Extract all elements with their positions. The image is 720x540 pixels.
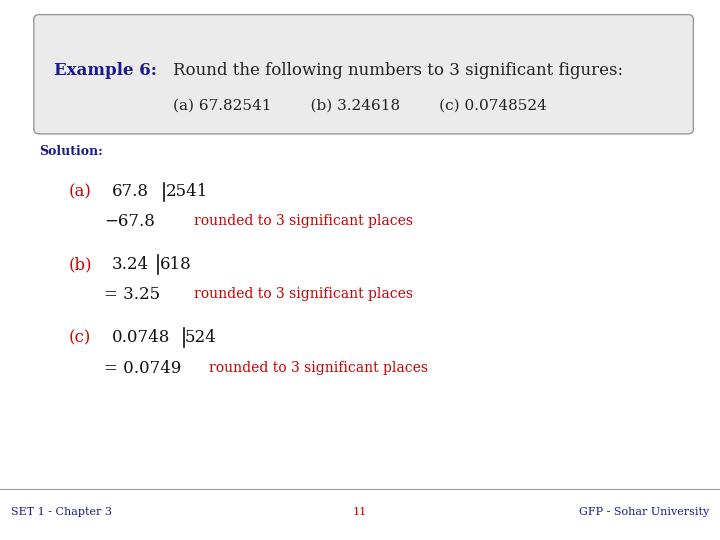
Text: GFP - Sohar University: GFP - Sohar University [579,507,709,517]
Text: Round the following numbers to 3 significant figures:: Round the following numbers to 3 signifi… [173,62,623,79]
FancyBboxPatch shape [34,15,693,134]
Text: 0.0748: 0.0748 [112,329,170,346]
Text: (a) 67.82541        (b) 3.24618        (c) 0.0748524: (a) 67.82541 (b) 3.24618 (c) 0.0748524 [173,98,547,112]
Text: 618: 618 [160,256,192,273]
Text: 524: 524 [185,329,217,346]
Text: SET 1 - Chapter 3: SET 1 - Chapter 3 [11,507,112,517]
Text: = 0.0749: = 0.0749 [104,360,181,377]
Text: −67.8: −67.8 [104,213,156,230]
Text: rounded to 3 significant places: rounded to 3 significant places [194,214,413,228]
Text: = 3.25: = 3.25 [104,286,161,303]
Text: Solution:: Solution: [40,145,104,158]
Text: rounded to 3 significant places: rounded to 3 significant places [209,361,428,375]
Text: 2541: 2541 [166,183,208,200]
Text: (a): (a) [68,183,91,200]
Text: 11: 11 [353,507,367,517]
Text: rounded to 3 significant places: rounded to 3 significant places [194,287,413,301]
Text: 3.24: 3.24 [112,256,149,273]
Text: 67.8: 67.8 [112,183,148,200]
Text: (b): (b) [68,256,92,273]
Text: Example 6:: Example 6: [54,62,157,79]
Text: (c): (c) [68,329,91,346]
